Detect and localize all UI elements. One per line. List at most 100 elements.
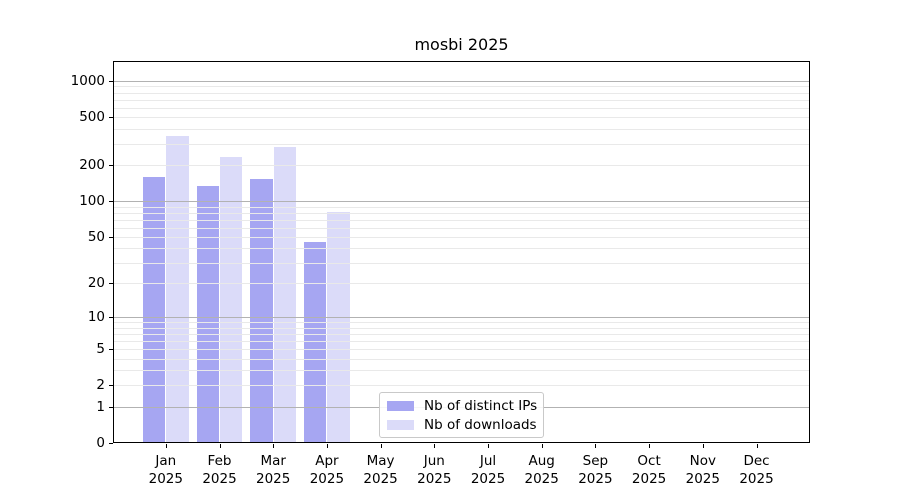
legend-swatch-nb-of-distinct-ips — [387, 400, 414, 411]
legend-row-nb-of-downloads: Nb of downloads — [387, 416, 537, 433]
bar-nb-of-distinct-ips-feb — [196, 186, 219, 443]
x-tick-year: 2025 — [309, 470, 345, 487]
gridline-minor-60 — [113, 227, 810, 229]
gridline-minor-30 — [113, 263, 810, 264]
gridline-minor-900 — [113, 86, 810, 88]
x-tick-label-apr: Apr 2025 — [299, 453, 355, 488]
x-tick-month: Jan — [155, 453, 177, 469]
gridline-minor-40 — [113, 248, 810, 250]
x-tick-year: 2025 — [363, 470, 398, 487]
gridline-minor-5 — [113, 349, 810, 351]
bar-nb-of-distinct-ips-apr — [304, 242, 327, 443]
bar-nb-of-downloads-mar — [273, 146, 297, 443]
gridline-minor-80 — [113, 212, 810, 214]
y-tick-label-100: 100 — [79, 193, 105, 210]
gridline-minor-20 — [113, 283, 810, 285]
x-tick-year: 2025 — [417, 470, 452, 487]
x-tick-label-feb: Feb 2025 — [192, 453, 248, 488]
x-tick-label-sep: Sep 2025 — [567, 453, 623, 488]
x-tick-label-may: May 2025 — [353, 453, 409, 488]
x-tick-mark-sep — [595, 444, 597, 448]
x-tick-label-oct: Oct 2025 — [621, 453, 677, 488]
x-tick-mark-apr — [326, 444, 328, 448]
x-tick-mark-aug — [541, 444, 543, 448]
x-tick-year: 2025 — [578, 470, 613, 487]
x-tick-label-mar: Mar 2025 — [245, 453, 301, 488]
x-tick-month: Dec — [743, 453, 770, 469]
y-tick-label-5: 5 — [96, 341, 105, 358]
y-tick-mark-500 — [109, 117, 113, 119]
x-tick-month: Mar — [260, 453, 286, 469]
bar-nb-of-downloads-jan — [166, 135, 189, 443]
x-tick-label-aug: Aug 2025 — [514, 453, 570, 488]
gridline-minor-50 — [113, 236, 810, 238]
gridline-major-10 — [113, 317, 810, 319]
x-tick-label-jun: Jun 2025 — [406, 453, 462, 488]
y-tick-mark-50 — [109, 236, 113, 238]
gridline-minor-70 — [113, 219, 810, 221]
y-tick-mark-10 — [109, 317, 113, 319]
x-tick-year: 2025 — [524, 470, 559, 487]
gridline-minor-4 — [113, 358, 810, 360]
y-tick-mark-1 — [109, 406, 113, 408]
y-tick-label-1: 1 — [96, 398, 105, 415]
x-tick-label-dec: Dec 2025 — [729, 453, 785, 488]
x-tick-year: 2025 — [631, 470, 667, 487]
x-tick-mark-feb — [219, 444, 221, 448]
x-tick-month: Nov — [689, 453, 716, 469]
gridline-minor-400 — [113, 128, 810, 130]
gridline-minor-200 — [113, 165, 810, 166]
legend-swatch-nb-of-downloads — [387, 419, 414, 430]
gridline-major-1000 — [113, 80, 810, 82]
gridline-minor-800 — [113, 92, 810, 94]
y-tick-mark-1000 — [109, 80, 113, 82]
x-tick-mark-jul — [488, 444, 489, 448]
gridline-major-100 — [113, 201, 810, 203]
bar-nb-of-downloads-feb — [220, 156, 243, 443]
y-tick-label-20: 20 — [87, 275, 105, 292]
y-tick-mark-0 — [109, 443, 113, 444]
gridline-minor-90 — [113, 206, 810, 208]
y-tick-label-50: 50 — [87, 228, 105, 245]
gridline-minor-3 — [113, 370, 810, 372]
y-tick-mark-5 — [109, 349, 113, 351]
x-tick-month: Oct — [637, 453, 661, 469]
x-tick-month: Aug — [528, 453, 555, 469]
bar-nb-of-distinct-ips-mar — [250, 179, 273, 443]
y-tick-mark-2 — [109, 385, 113, 387]
x-tick-year: 2025 — [739, 470, 774, 487]
gridline-minor-700 — [113, 99, 810, 101]
x-tick-mark-jan — [165, 444, 167, 448]
legend-label-nb-of-downloads: Nb of downloads — [424, 416, 537, 433]
x-tick-year: 2025 — [256, 470, 291, 487]
y-tick-label-10: 10 — [87, 309, 105, 326]
gridline-minor-8 — [113, 327, 810, 329]
x-tick-mark-jun — [434, 444, 436, 448]
gridline-minor-9 — [113, 322, 810, 324]
x-tick-month: May — [366, 453, 395, 469]
gridline-minor-7 — [113, 334, 810, 335]
y-tick-mark-200 — [109, 165, 113, 166]
bar-nb-of-distinct-ips-jan — [142, 176, 166, 443]
x-tick-year: 2025 — [202, 470, 237, 487]
y-tick-label-500: 500 — [79, 109, 105, 126]
x-tick-label-nov: Nov 2025 — [675, 453, 731, 488]
y-tick-mark-20 — [109, 283, 113, 285]
x-tick-month: Feb — [207, 453, 232, 469]
x-tick-year: 2025 — [148, 470, 183, 487]
x-tick-mark-dec — [756, 444, 758, 448]
y-tick-label-2: 2 — [96, 377, 105, 394]
x-tick-month: Sep — [582, 453, 609, 469]
legend: Nb of distinct IPs Nb of downloads — [379, 392, 544, 438]
gridline-minor-300 — [113, 143, 810, 145]
plot-area — [113, 61, 810, 443]
legend-label-nb-of-distinct-ips: Nb of distinct IPs — [424, 397, 538, 414]
chart-title: mosbi 2025 — [414, 35, 509, 54]
y-tick-mark-100 — [109, 201, 113, 203]
bar-nb-of-downloads-apr — [327, 212, 350, 443]
x-tick-label-jul: Jul 2025 — [460, 453, 516, 488]
gridline-minor-500 — [113, 117, 810, 119]
x-tick-mark-oct — [649, 444, 651, 448]
y-tick-label-1000: 1000 — [70, 72, 105, 89]
